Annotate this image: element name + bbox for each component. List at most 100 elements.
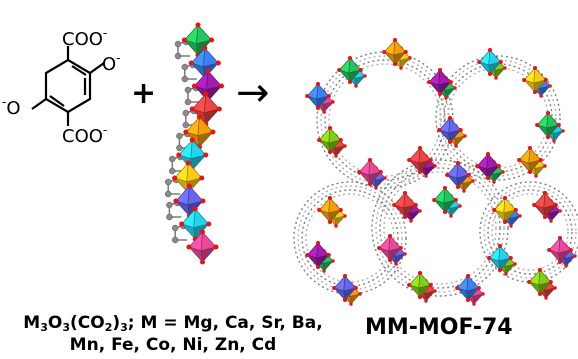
octahedron-face [190,154,207,171]
sbu-formula-line2: Mn, Fe, Co, Ni, Zn, Cd [69,335,277,355]
framework-linker-ring [293,181,407,295]
carbon-atom [171,236,179,244]
framework-octahedron [337,55,363,85]
framework-octahedron [377,233,403,263]
ring-double-bond [49,95,65,107]
oxygen-atom [508,255,513,261]
oxygen-atom [186,244,192,250]
oxygen-atom [357,169,362,175]
oxygen-atom [317,137,322,143]
framework-octahedron [427,67,453,97]
oxygen-atom [444,96,448,100]
octahedron-face [462,180,474,192]
framework-octahedron [382,37,408,67]
framework-octahedron [475,151,501,181]
framework-octahedron [437,115,463,145]
oxygen-atom [342,273,348,279]
oxygen-atom [387,257,393,263]
oxygen-atom [455,160,461,166]
oxygen-atom [527,279,532,285]
oxygen-atom [445,172,450,178]
oxygen-atom [535,122,540,128]
rod-octahedron [186,229,219,265]
carbon-atom [174,52,182,60]
octahedron-face [393,51,407,65]
oxygen-atom [179,221,185,227]
oxygen-atom [315,105,321,111]
oxygen-atom [407,282,412,288]
carbon-atom [171,224,179,232]
oxygen-atom [347,55,353,61]
oxygen-atom [387,233,393,239]
oxygen-atom [437,91,443,97]
bond-left [31,98,47,110]
oxygen-atom [447,139,453,145]
oxygen-atom [327,219,333,225]
oxygen-atom [185,160,191,166]
oxygen-atom [487,47,493,53]
carbon-atom [164,178,172,186]
oxygen-atom [354,84,358,88]
octahedron-face [486,165,500,179]
oxygen-atom [392,202,397,208]
oxygen-atom [534,174,538,178]
oxygen-atom [513,207,518,213]
oxygen-atom [487,71,493,77]
octahedron-face [418,284,432,298]
oxygen-atom [502,195,508,201]
octahedron-face [503,209,517,223]
oxygen-atom [492,180,496,184]
oxygen-atom [327,149,333,155]
oxygen-atom [548,84,552,88]
framework-linker-ring [435,55,561,181]
framework-octahedron [407,145,433,175]
carbon-atom [176,132,183,140]
oxygen-atom [568,247,573,253]
oxygen-atom [549,219,553,223]
oxygen-atom [454,144,458,148]
oxygen-atom [458,127,463,133]
oxygen-atom [317,207,322,213]
framework-octahedron [477,47,503,77]
octahedron-face [539,85,551,97]
oxygen-atom [196,114,202,120]
sbu-rod-chain [164,22,225,265]
octahedron-face [334,145,346,157]
framework-octahedron [532,190,558,220]
carbon-atom [169,155,176,163]
linker-top-group: COO- [62,26,107,50]
framework-linker-ring [305,193,395,283]
framework-octahedron [547,235,573,265]
oxygen-atom [215,60,221,66]
oxygen-atom [527,145,533,151]
oxygen-atom [481,292,485,296]
oxygen-atom [465,297,471,303]
octahedron-face [449,205,461,217]
oxygen-atom [203,91,209,97]
carbon-atom [176,144,183,152]
octahedron-face [549,210,561,222]
oxygen-atom [548,279,553,285]
oxygen-atom [305,93,310,99]
oxygen-atom [485,151,491,157]
framework-octahedron [317,195,343,225]
octahedron-face [534,165,546,177]
octahedron-face [533,79,547,93]
oxygen-atom [382,49,387,55]
oxygen-atom [561,129,565,133]
oxygen-atom [417,294,423,300]
oxygen-atom [377,245,382,251]
oxygen-atom [367,157,373,163]
oxygen-atom [455,285,460,291]
octahedron-face [354,75,366,87]
framework-linker-ring [491,193,569,271]
oxygen-atom [417,270,423,276]
oxygen-atom [210,129,216,135]
mof-74-framework [293,37,578,306]
oxygen-atom [537,291,543,297]
linker-molecule [31,46,105,126]
rod-octahedron [181,22,215,58]
octahedron-face [403,204,417,218]
framework-linker-ring [383,171,497,285]
framework-linker-ring [297,185,403,291]
